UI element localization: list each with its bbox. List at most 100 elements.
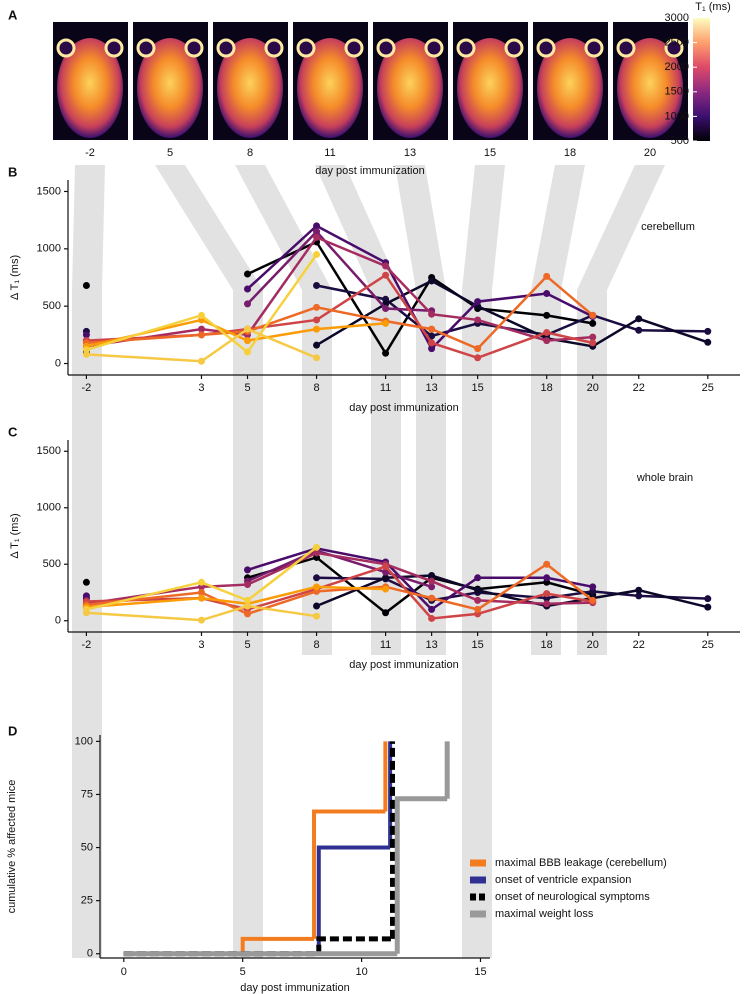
colorbar-tick-label: 500: [671, 135, 689, 147]
day-label: -2: [85, 147, 95, 159]
data-point: [82, 282, 90, 290]
y-tick-label: 1500: [37, 185, 61, 197]
y-tick-label: 0: [87, 948, 93, 960]
data-point: [589, 583, 597, 591]
annotation: whole brain: [636, 472, 693, 484]
data-point: [428, 583, 436, 591]
colorbar-tick-label: 2000: [665, 61, 689, 73]
data-point: [428, 594, 436, 602]
data-point: [197, 588, 205, 596]
data-point: [635, 586, 643, 594]
series-line: [86, 253, 318, 354]
eye: [216, 38, 236, 58]
series-line: [247, 549, 432, 589]
eye: [424, 38, 444, 58]
day-label: 5: [167, 147, 173, 159]
step-segment: [316, 936, 393, 954]
data-point: [474, 605, 482, 613]
x-tick-label: 11: [380, 382, 391, 394]
data-point: [543, 337, 551, 345]
data-point: [197, 578, 205, 586]
legend-label: onset of neurological symptoms: [495, 891, 650, 903]
data-point: [543, 590, 551, 598]
eye: [504, 38, 524, 58]
data-point: [543, 290, 551, 298]
data-point: [474, 345, 482, 353]
data-point: [313, 222, 321, 230]
eye: [456, 38, 476, 58]
step-segment: [240, 936, 315, 954]
data-point: [543, 329, 551, 337]
data-point: [244, 566, 252, 574]
brain: [537, 38, 603, 138]
mri-image: [373, 22, 448, 140]
day-label: 18: [564, 147, 576, 159]
data-point: [382, 262, 390, 270]
y-tick-label: 500: [43, 558, 61, 570]
data-point: [543, 272, 551, 280]
data-point: [474, 354, 482, 362]
data-point: [704, 603, 712, 611]
series-line: [86, 273, 593, 360]
y-tick-label: 1500: [37, 445, 61, 457]
data-point: [428, 332, 436, 340]
x-tick-label: 3: [198, 639, 204, 651]
mri-image: [533, 22, 608, 140]
band: [235, 165, 332, 655]
eye: [664, 38, 684, 58]
colorbar-tick-label: 1000: [665, 110, 689, 122]
data-point: [543, 600, 551, 608]
panel-letter: B: [8, 164, 17, 179]
series-line: [315, 279, 709, 348]
colorbar-tick-label: 3000: [665, 12, 689, 24]
data-point: [313, 303, 321, 311]
series-line: [86, 327, 318, 363]
data-point: [313, 316, 321, 324]
x-tick-label: -2: [82, 639, 92, 651]
x-tick-label: 22: [633, 639, 645, 651]
x-tick-label: 15: [474, 966, 486, 978]
series-line: [316, 576, 708, 602]
data-point: [197, 331, 205, 339]
mri-image: [453, 22, 528, 140]
x-tick-label: 18: [541, 382, 553, 394]
y-tick-label: 100: [75, 735, 93, 747]
data-point: [543, 311, 551, 319]
data-point: [244, 581, 252, 589]
y-tick-label: 500: [43, 300, 61, 312]
data-point: [244, 348, 252, 356]
data-point: [635, 326, 643, 334]
x-tick-label: 25: [702, 382, 714, 394]
x-tick-label: 0: [121, 966, 127, 978]
x-axis-label: day post immunization: [349, 659, 458, 671]
data-point: [197, 357, 205, 365]
mri-image: [613, 22, 688, 140]
brain: [617, 38, 683, 138]
eye: [296, 38, 316, 58]
y-tick-label: 50: [81, 841, 93, 853]
data-point: [382, 585, 390, 593]
data-point: [382, 304, 390, 312]
x-tick-label: 10: [355, 966, 367, 978]
data-point: [589, 339, 597, 347]
x-tick-label: 8: [313, 639, 319, 651]
brain: [57, 38, 123, 138]
data-point: [428, 277, 436, 285]
series-line: [316, 574, 709, 609]
band: [315, 165, 401, 655]
data-point: [197, 325, 205, 333]
eye: [184, 38, 204, 58]
x-axis-label: day post immunization: [240, 982, 349, 994]
colorbar-title: T₁ (ms): [695, 1, 730, 13]
y-tick-label: 75: [81, 788, 93, 800]
data-point: [428, 345, 436, 353]
data-point: [313, 341, 321, 349]
eye: [104, 38, 124, 58]
data-point: [244, 300, 252, 308]
y-axis-label: Δ T₁ (ms): [9, 255, 21, 300]
data-point: [474, 596, 482, 604]
y-tick-label: 1000: [37, 502, 61, 514]
data-point: [382, 574, 390, 582]
band: [577, 165, 665, 655]
